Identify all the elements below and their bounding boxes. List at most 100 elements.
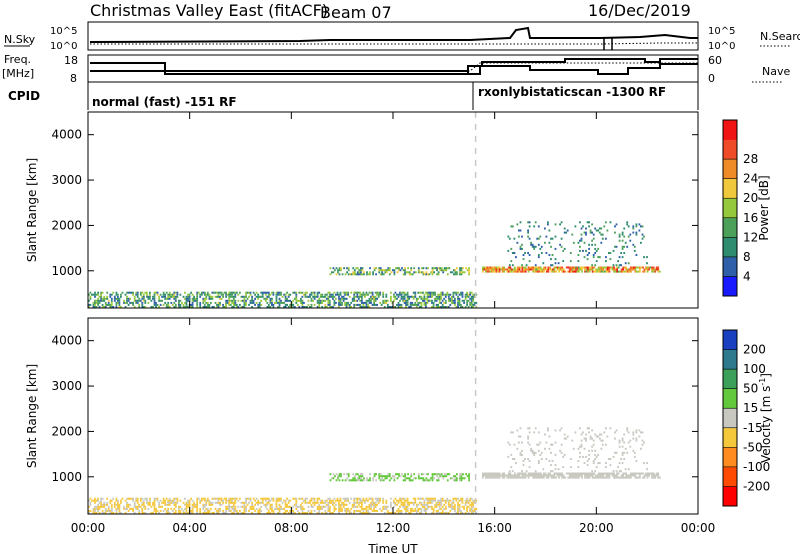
velocity-cell — [554, 429, 557, 432]
power-cell — [495, 268, 498, 271]
power-cell — [382, 293, 385, 296]
power-cell — [104, 297, 107, 300]
velocity-cell — [316, 507, 319, 510]
power-cell — [179, 299, 182, 302]
velocity-cell — [457, 501, 459, 504]
velocity-cell — [219, 501, 221, 504]
velocity-cell — [643, 474, 646, 477]
power-cell — [234, 293, 237, 296]
velocity-cell — [577, 466, 580, 469]
velocity-cell — [507, 472, 510, 475]
power-cell — [364, 293, 366, 296]
power-cell — [452, 299, 455, 302]
velocity-cell — [400, 499, 403, 502]
velocity-cell — [442, 477, 445, 480]
power-cell — [371, 297, 374, 300]
velocity-cell — [539, 472, 542, 475]
power-cell — [431, 291, 433, 294]
velocity-cell — [632, 474, 635, 477]
velocity-cell — [529, 472, 531, 475]
power-cell — [583, 241, 586, 244]
velocity-cell — [657, 476, 660, 479]
nsky-label: N.Sky — [4, 33, 36, 46]
power-cell — [503, 266, 506, 269]
velocity-cell — [632, 433, 635, 436]
velocity-cell — [142, 505, 145, 508]
power-cell — [257, 306, 260, 308]
power-cell — [410, 267, 413, 270]
power-cell — [402, 299, 404, 302]
velocity-cell — [635, 460, 638, 462]
power-cell — [452, 301, 455, 304]
power-cell — [340, 269, 342, 272]
velocity-cell — [300, 505, 302, 508]
velocity-cell — [335, 499, 337, 502]
velocity-colorbar-block — [723, 388, 737, 409]
velocity-cell — [115, 507, 118, 510]
velocity-cell — [547, 474, 550, 477]
power-cell — [621, 239, 624, 242]
power-cell — [538, 266, 541, 269]
power-cell — [510, 268, 513, 271]
power-cell — [449, 297, 452, 300]
power-cell — [631, 268, 634, 271]
velocity-cell — [441, 509, 444, 512]
power-cell — [344, 273, 347, 276]
power-cell — [272, 306, 275, 308]
velocity-cell — [524, 476, 527, 479]
velocity-cell — [437, 509, 439, 512]
power-cell — [415, 306, 418, 308]
power-cell — [222, 295, 224, 298]
power-cell — [420, 301, 423, 304]
power-cell — [426, 291, 429, 294]
power-cell — [640, 241, 642, 244]
velocity-cell — [470, 505, 473, 508]
power-cell — [328, 301, 331, 304]
velocity-cell — [182, 501, 185, 504]
velocity-cell — [440, 507, 443, 510]
power-cell — [562, 249, 565, 252]
power-cell — [469, 301, 472, 304]
velocity-cell — [345, 512, 348, 514]
power-cell — [547, 268, 550, 271]
power-cell — [595, 260, 598, 263]
velocity-cell — [512, 474, 515, 477]
velocity-cell — [336, 497, 339, 500]
power-cell — [153, 303, 156, 306]
velocity-cell — [330, 512, 333, 514]
power-cell — [338, 297, 340, 300]
power-cell — [522, 254, 525, 256]
power-cell — [156, 291, 159, 294]
velocity-cell — [404, 475, 406, 478]
power-cell — [286, 303, 288, 306]
power-cell — [491, 268, 493, 271]
velocity-cell — [94, 499, 96, 502]
power-cell — [446, 291, 449, 294]
velocity-cell — [417, 473, 420, 476]
velocity-cell — [553, 474, 556, 477]
power-cell — [243, 306, 246, 308]
power-cell — [100, 293, 102, 296]
power-cell — [506, 270, 509, 273]
velocity-cell — [217, 499, 220, 502]
velocity-cell — [527, 474, 530, 477]
velocity-cell — [287, 505, 290, 508]
velocity-cell — [629, 476, 632, 479]
power-cell — [347, 273, 350, 276]
power-cell — [422, 291, 424, 294]
velocity-cell — [313, 499, 316, 502]
velocity-cell — [597, 435, 600, 438]
velocity-cell — [459, 475, 461, 478]
velocity-cell — [403, 503, 406, 506]
power-cell — [570, 270, 573, 273]
power-cell — [515, 256, 517, 259]
velocity-cell — [196, 512, 199, 514]
velocity-cell — [338, 473, 341, 476]
power-cell — [304, 295, 307, 298]
velocity-cell — [331, 477, 333, 480]
velocity-cell — [635, 437, 638, 440]
power-cell — [283, 301, 285, 304]
power-cell — [275, 291, 278, 294]
velocity-cell — [591, 476, 594, 479]
velocity-cell — [278, 499, 281, 502]
